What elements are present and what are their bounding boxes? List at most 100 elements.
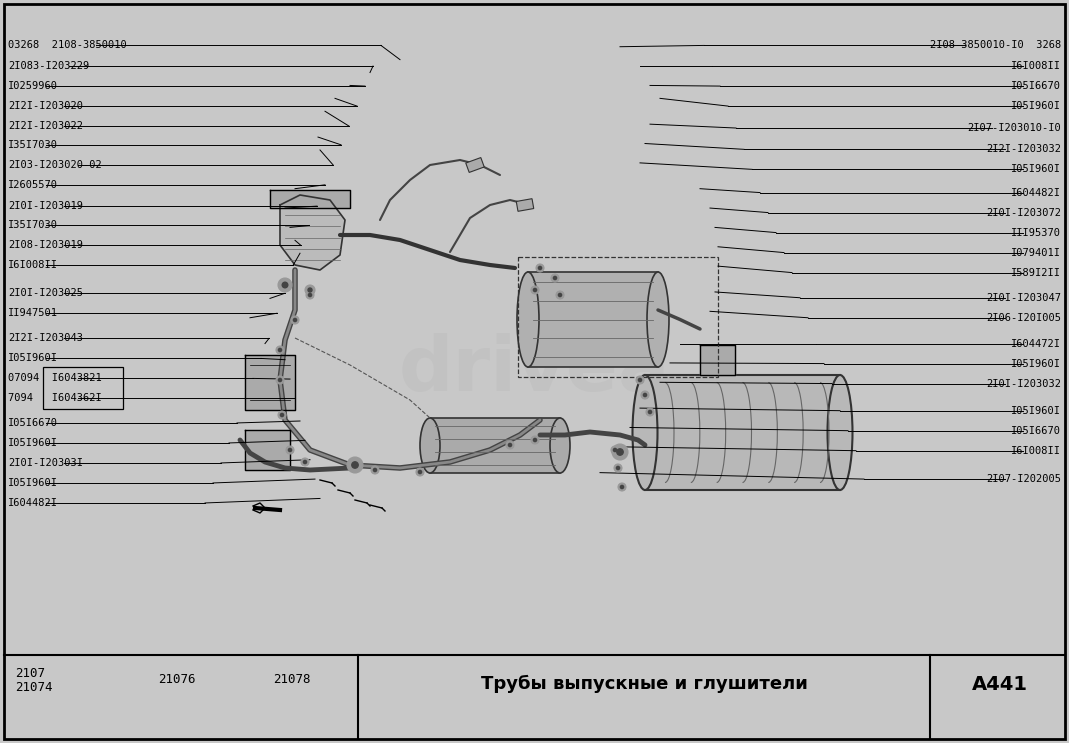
- Text: I079401I: I079401I: [1011, 247, 1062, 258]
- Text: 03268  2108-3850010: 03268 2108-3850010: [7, 40, 127, 51]
- Circle shape: [533, 438, 537, 441]
- Polygon shape: [245, 430, 290, 470]
- Text: 2I083-I203229: 2I083-I203229: [7, 61, 89, 71]
- Ellipse shape: [633, 375, 657, 490]
- Circle shape: [506, 441, 514, 449]
- Text: I6I008II: I6I008II: [1011, 61, 1062, 71]
- Polygon shape: [245, 355, 295, 410]
- Text: I2605570: I2605570: [7, 180, 58, 189]
- Circle shape: [617, 467, 620, 470]
- Circle shape: [533, 288, 537, 291]
- Bar: [528, 272, 659, 367]
- Circle shape: [536, 264, 544, 272]
- Bar: [430, 418, 560, 473]
- Circle shape: [618, 483, 626, 491]
- Circle shape: [644, 393, 647, 397]
- Circle shape: [649, 410, 652, 414]
- Bar: [516, 198, 533, 211]
- Text: I05I960I: I05I960I: [1011, 101, 1062, 111]
- Text: 2I07-I202005: 2I07-I202005: [986, 474, 1062, 484]
- Circle shape: [293, 319, 296, 322]
- Text: 2I2I-I203020: 2I2I-I203020: [7, 101, 83, 111]
- Text: I0259960: I0259960: [7, 81, 58, 91]
- Text: I35I7030: I35I7030: [7, 140, 58, 150]
- Text: Трубы выпускные и глушители: Трубы выпускные и глушители: [481, 675, 807, 693]
- Text: I589I2II: I589I2II: [1011, 267, 1062, 278]
- Circle shape: [646, 408, 654, 416]
- Text: I05I960I: I05I960I: [1011, 406, 1062, 415]
- Text: 2107: 2107: [15, 667, 45, 681]
- Text: I05I960I: I05I960I: [1011, 164, 1062, 175]
- Text: 2I0I-I203019: 2I0I-I203019: [7, 201, 83, 211]
- Text: 2I08-I203019: 2I08-I203019: [7, 241, 83, 250]
- Ellipse shape: [827, 375, 852, 490]
- Text: 2I2I-I203043: 2I2I-I203043: [7, 334, 83, 343]
- Text: 21076: 21076: [158, 673, 196, 687]
- Text: 2I2I-I203022: 2I2I-I203022: [7, 121, 83, 131]
- Text: I35I7030: I35I7030: [7, 221, 58, 230]
- Text: 2I03-I203020-02: 2I03-I203020-02: [7, 160, 102, 170]
- Text: 7094   I604362I: 7094 I604362I: [7, 394, 102, 403]
- Text: I05I960I: I05I960I: [7, 438, 58, 448]
- Ellipse shape: [517, 272, 539, 367]
- Text: 2I07-I203010-I0: 2I07-I203010-I0: [967, 123, 1062, 133]
- Circle shape: [278, 348, 281, 351]
- Circle shape: [306, 291, 314, 299]
- Circle shape: [280, 413, 283, 417]
- Circle shape: [531, 286, 539, 294]
- Circle shape: [617, 449, 623, 455]
- Bar: [518, 257, 718, 377]
- Text: I6I008II: I6I008II: [1011, 446, 1062, 455]
- Text: I05I960I: I05I960I: [7, 478, 58, 488]
- Circle shape: [558, 293, 561, 296]
- Circle shape: [278, 378, 281, 382]
- Ellipse shape: [647, 272, 669, 367]
- Text: 07094  I6043821: 07094 I6043821: [7, 374, 102, 383]
- Text: I05I6670: I05I6670: [7, 418, 58, 428]
- Text: 21074: 21074: [15, 681, 52, 694]
- Text: A441: A441: [972, 675, 1027, 694]
- Polygon shape: [280, 195, 345, 270]
- Text: I604482I: I604482I: [1011, 187, 1062, 198]
- Circle shape: [371, 466, 379, 474]
- Circle shape: [308, 293, 311, 296]
- Text: 2I0I-I203025: 2I0I-I203025: [7, 288, 83, 298]
- Circle shape: [373, 468, 376, 472]
- Text: II947501: II947501: [7, 308, 58, 318]
- Circle shape: [641, 391, 649, 399]
- Circle shape: [347, 457, 363, 473]
- Text: I604472I: I604472I: [1011, 339, 1062, 348]
- Polygon shape: [700, 345, 735, 375]
- Text: I6I008II: I6I008II: [7, 261, 58, 270]
- Text: I05I6670: I05I6670: [1011, 426, 1062, 435]
- Bar: [43, 368, 123, 409]
- Circle shape: [551, 274, 559, 282]
- Text: I05I960I: I05I960I: [1011, 359, 1062, 369]
- Text: 2I06-I20I005: 2I06-I20I005: [986, 313, 1062, 322]
- Circle shape: [289, 448, 292, 452]
- Circle shape: [611, 446, 619, 454]
- Text: I05I6670: I05I6670: [1011, 81, 1062, 91]
- Circle shape: [418, 470, 421, 473]
- Text: I604482I: I604482I: [7, 498, 58, 508]
- Circle shape: [539, 267, 542, 270]
- Text: 2I2I-I203032: 2I2I-I203032: [986, 144, 1062, 155]
- Circle shape: [638, 378, 641, 382]
- Circle shape: [301, 458, 309, 466]
- Circle shape: [278, 411, 286, 419]
- Text: 21078: 21078: [273, 673, 310, 687]
- Circle shape: [276, 346, 284, 354]
- Bar: [466, 158, 484, 172]
- Circle shape: [282, 282, 288, 288]
- Circle shape: [556, 291, 564, 299]
- Circle shape: [305, 285, 315, 295]
- Circle shape: [620, 485, 623, 489]
- Circle shape: [291, 316, 299, 324]
- Text: I05I960I: I05I960I: [7, 354, 58, 363]
- Text: 2I0I-I203032: 2I0I-I203032: [986, 379, 1062, 389]
- Circle shape: [611, 444, 628, 460]
- Circle shape: [304, 461, 307, 464]
- Circle shape: [509, 444, 512, 447]
- Circle shape: [614, 448, 617, 452]
- Circle shape: [276, 376, 284, 384]
